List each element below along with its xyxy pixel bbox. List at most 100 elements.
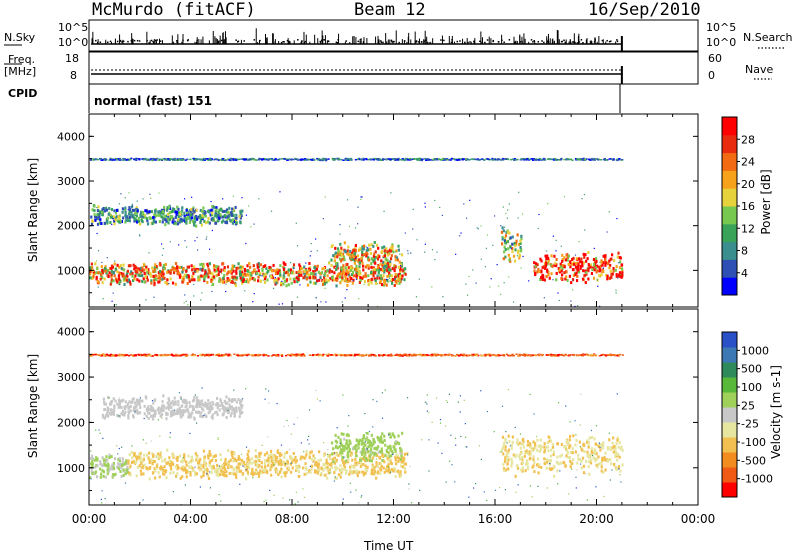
power-echo-cell bbox=[512, 254, 516, 258]
power-echo-cell bbox=[323, 279, 327, 283]
power-echo-cell bbox=[122, 277, 125, 281]
velocity-echo-cell bbox=[187, 454, 190, 458]
velocity-echo-cell bbox=[588, 460, 591, 464]
velocity-echo-cell bbox=[131, 456, 134, 460]
power-echo-cell bbox=[383, 254, 387, 258]
velocity-echo-cell bbox=[364, 448, 367, 452]
power-echo-cell bbox=[161, 270, 164, 274]
velocity-echo-cell bbox=[285, 470, 288, 474]
velocity-echo-cell bbox=[123, 405, 126, 409]
velocity-echo-cell bbox=[565, 439, 568, 443]
velocity-echo-cell bbox=[161, 404, 164, 408]
velocity-echo-cell bbox=[155, 464, 159, 468]
power-echo-cell bbox=[201, 217, 204, 221]
power-echo-cell bbox=[241, 281, 244, 285]
power-scatter-cell bbox=[399, 253, 401, 255]
power-echo-cell bbox=[257, 269, 260, 273]
power-echo-cell bbox=[199, 214, 202, 218]
velocity-echo-cell bbox=[364, 464, 367, 468]
power-echo-cell bbox=[560, 269, 563, 273]
velocity-echo-cell bbox=[133, 451, 136, 455]
power-echo-cell bbox=[397, 265, 400, 269]
velocity-echo-cell bbox=[142, 464, 145, 468]
velocity-echo-cell bbox=[168, 399, 171, 403]
power-echo-cell bbox=[580, 159, 583, 161]
velocity-echo-cell bbox=[103, 402, 106, 406]
velocity-echo-cell bbox=[100, 463, 103, 467]
velocity-echo-cell bbox=[151, 414, 154, 418]
power-echo-cell bbox=[297, 272, 301, 276]
power-echo-cell bbox=[361, 253, 364, 257]
power-echo-cell bbox=[226, 158, 230, 160]
power-echo-cell bbox=[613, 259, 616, 263]
velocity-echo-cell bbox=[176, 464, 179, 468]
power-scatter-cell bbox=[120, 193, 122, 195]
power-scatter-cell bbox=[560, 245, 562, 247]
velocity-echo-cell bbox=[179, 409, 182, 413]
nsearch-dot bbox=[109, 40, 112, 43]
velocity-echo-cell bbox=[270, 463, 273, 467]
power-echo-cell bbox=[182, 159, 185, 161]
power-echo-cell bbox=[351, 257, 354, 261]
power-echo-cell bbox=[303, 158, 307, 160]
nsearch-dot bbox=[138, 40, 141, 42]
velocity-echo-cell bbox=[235, 475, 238, 479]
power-echo-cell bbox=[211, 272, 214, 276]
power-echo-cell bbox=[255, 159, 258, 161]
power-echo-cell bbox=[240, 213, 243, 217]
power-echo-cell bbox=[89, 159, 93, 161]
power-echo-cell bbox=[135, 220, 139, 224]
velocity-echo-cell bbox=[587, 445, 590, 449]
velocity-echo-cell bbox=[305, 449, 308, 453]
power-echo-cell bbox=[381, 246, 384, 250]
power-echo-cell bbox=[392, 158, 395, 160]
velocity-echo-cell bbox=[94, 458, 97, 462]
power-echo-cell bbox=[599, 264, 602, 268]
power-scatter-cell bbox=[475, 282, 477, 284]
nsearch-dot bbox=[610, 40, 612, 42]
power-echo-cell bbox=[175, 210, 179, 214]
velocity-echo-cell bbox=[219, 403, 222, 407]
velocity-echo-cell bbox=[360, 439, 363, 443]
power-echo-cell bbox=[234, 205, 237, 209]
power-echo-cell bbox=[400, 277, 403, 281]
power-echo-cell bbox=[298, 263, 301, 267]
power-echo-cell bbox=[193, 268, 196, 272]
velocity-echo-cell bbox=[310, 464, 314, 468]
velocity-echo-cell bbox=[364, 452, 367, 456]
power-echo-cell bbox=[382, 255, 385, 259]
velocity-echo-cell bbox=[392, 467, 396, 471]
power-echo-cell bbox=[370, 281, 373, 285]
velocity-echo-cell bbox=[361, 470, 364, 474]
nsearch-dot bbox=[424, 39, 427, 41]
velocity-echo-cell bbox=[157, 406, 160, 410]
velocity-echo-cell bbox=[594, 459, 597, 463]
velocity-echo-cell bbox=[362, 434, 366, 438]
power-echo-cell bbox=[293, 277, 296, 281]
power-echo-cell bbox=[511, 246, 514, 250]
power-echo-cell bbox=[307, 158, 311, 161]
velocity-echo-cell bbox=[389, 444, 392, 448]
power-echo-cell bbox=[323, 157, 326, 160]
velocity-echo-cell bbox=[266, 459, 269, 463]
power-echo-cell bbox=[192, 206, 195, 210]
velocity-echo-cell bbox=[568, 434, 572, 438]
power-echo-cell bbox=[348, 266, 351, 270]
velocity-echo-cell bbox=[90, 457, 93, 461]
power-echo-cell bbox=[579, 264, 582, 268]
power-echo-cell bbox=[600, 260, 603, 264]
power-echo-cell bbox=[215, 269, 218, 273]
power-echo-cell bbox=[378, 268, 381, 272]
power-echo-cell bbox=[374, 277, 377, 281]
power-scatter-cell bbox=[352, 279, 354, 282]
velocity-echo-cell bbox=[363, 450, 366, 454]
velocity-echo-cell bbox=[183, 409, 186, 413]
nsearch-dot bbox=[497, 41, 500, 43]
power-echo-cell bbox=[288, 158, 291, 160]
velocity-echo-cell bbox=[225, 474, 228, 478]
power-echo-cell bbox=[401, 269, 404, 273]
velocity-echo-cell bbox=[559, 461, 562, 465]
power-echo-cell bbox=[423, 157, 426, 160]
power-echo-cell bbox=[228, 206, 231, 210]
power-scatter-cell bbox=[124, 197, 126, 199]
